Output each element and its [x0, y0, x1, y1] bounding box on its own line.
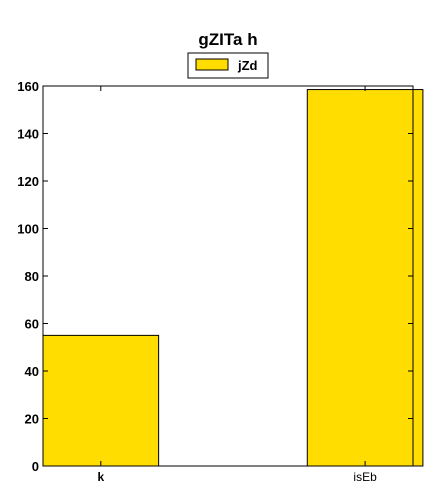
legend-label: jZd — [237, 58, 258, 73]
y-tick-labels: 0 20 40 60 80 100 120 140 160 — [17, 79, 39, 474]
y-tick-label: 140 — [17, 127, 39, 142]
y-tick-label: 160 — [17, 79, 39, 94]
chart-title: gZITa h — [198, 30, 257, 49]
y-tick-label: 20 — [25, 412, 39, 427]
bars-layer — [43, 90, 423, 466]
y-tick-label: 40 — [25, 364, 39, 379]
y-tick-label: 0 — [32, 459, 39, 474]
x-tick-labels: k isEb — [97, 470, 377, 484]
y-tick-label: 80 — [25, 269, 39, 284]
x-tick-label-k: k — [97, 470, 104, 484]
legend-swatch — [196, 59, 228, 70]
x-tick-label-isEb: isEb — [353, 470, 377, 484]
legend: jZd — [188, 53, 268, 78]
y-tick-label: 60 — [25, 317, 39, 332]
y-tick-label: 100 — [17, 222, 39, 237]
bar-isEb — [307, 90, 423, 466]
y-tick-label: 120 — [17, 174, 39, 189]
bar-k — [43, 335, 159, 466]
